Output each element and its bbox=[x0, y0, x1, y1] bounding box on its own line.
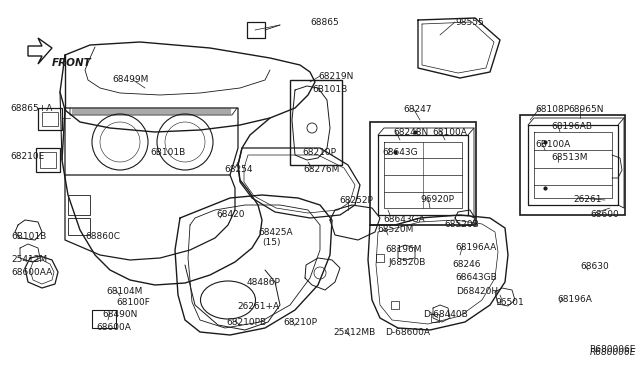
Text: 68210PB: 68210PB bbox=[226, 318, 266, 327]
Polygon shape bbox=[28, 38, 52, 64]
Text: 68254: 68254 bbox=[224, 165, 253, 174]
Text: 68965N: 68965N bbox=[568, 105, 604, 114]
Text: 68600AA: 68600AA bbox=[11, 268, 52, 277]
Text: J68520B: J68520B bbox=[388, 258, 426, 267]
Text: 68865: 68865 bbox=[310, 18, 339, 27]
Bar bbox=[520, 115, 625, 215]
Text: 6B101B: 6B101B bbox=[312, 85, 348, 94]
Text: 68196A: 68196A bbox=[557, 295, 592, 304]
Text: 68865+A: 68865+A bbox=[10, 104, 52, 113]
Text: 68425A: 68425A bbox=[258, 228, 292, 237]
Text: 68247: 68247 bbox=[403, 105, 431, 114]
Text: FRONT: FRONT bbox=[52, 58, 92, 68]
Bar bbox=[376, 254, 384, 262]
Text: 26261+A: 26261+A bbox=[237, 302, 279, 311]
Text: 68100F: 68100F bbox=[116, 298, 150, 307]
Text: 68643GA: 68643GA bbox=[383, 215, 425, 224]
Text: 68104M: 68104M bbox=[106, 287, 142, 296]
Bar bbox=[290, 80, 342, 165]
Bar bbox=[36, 148, 60, 172]
Text: 68643GB: 68643GB bbox=[455, 273, 497, 282]
Text: 68513M: 68513M bbox=[551, 153, 588, 162]
Bar bbox=[431, 314, 439, 322]
Text: 68520M: 68520M bbox=[377, 225, 413, 234]
Text: 68210P: 68210P bbox=[283, 318, 317, 327]
Text: 96920P: 96920P bbox=[420, 195, 454, 204]
Bar bbox=[68, 195, 90, 215]
Bar bbox=[42, 112, 58, 126]
Text: 68600A: 68600A bbox=[96, 323, 131, 332]
Text: 68210P: 68210P bbox=[302, 148, 336, 157]
Bar bbox=[40, 152, 56, 168]
Text: 68100A: 68100A bbox=[432, 128, 467, 137]
Text: D68420H: D68420H bbox=[456, 287, 498, 296]
Text: D-68600A: D-68600A bbox=[385, 328, 430, 337]
Text: 68643G: 68643G bbox=[382, 148, 418, 157]
Bar bbox=[92, 310, 116, 328]
Text: 25412M: 25412M bbox=[11, 255, 47, 264]
Text: R680006E: R680006E bbox=[589, 345, 636, 354]
Text: R680006E: R680006E bbox=[590, 348, 637, 357]
Text: 68276M: 68276M bbox=[303, 165, 339, 174]
Text: 68210E: 68210E bbox=[10, 152, 44, 161]
Text: 68248N: 68248N bbox=[393, 128, 428, 137]
Bar bbox=[370, 122, 476, 225]
Text: 68490N: 68490N bbox=[102, 310, 138, 319]
Text: (15): (15) bbox=[262, 238, 280, 247]
Text: 26261: 26261 bbox=[573, 195, 602, 204]
Text: 68499M: 68499M bbox=[112, 75, 148, 84]
Text: 68246: 68246 bbox=[452, 260, 481, 269]
Text: 68252P: 68252P bbox=[339, 196, 373, 205]
Text: 25412MB: 25412MB bbox=[333, 328, 375, 337]
Text: 68860C: 68860C bbox=[85, 232, 120, 241]
Text: 6B101B: 6B101B bbox=[150, 148, 185, 157]
Text: 98555: 98555 bbox=[455, 18, 484, 27]
Text: 68600: 68600 bbox=[590, 210, 619, 219]
Text: 68630: 68630 bbox=[580, 262, 609, 271]
Text: 68108P: 68108P bbox=[535, 105, 569, 114]
Bar bbox=[68, 218, 90, 235]
Text: 68196AA: 68196AA bbox=[455, 243, 496, 252]
Bar bbox=[247, 22, 265, 38]
Text: 6B101B: 6B101B bbox=[11, 232, 46, 241]
Text: 96501: 96501 bbox=[495, 298, 524, 307]
Bar bbox=[391, 301, 399, 309]
Text: 68196AB: 68196AB bbox=[551, 122, 592, 131]
Bar bbox=[38, 108, 62, 130]
Text: 68196M: 68196M bbox=[385, 245, 422, 254]
Text: 6B100A: 6B100A bbox=[535, 140, 570, 149]
Text: D-68440B: D-68440B bbox=[423, 310, 468, 319]
Text: 48486P: 48486P bbox=[247, 278, 281, 287]
Text: 68520B: 68520B bbox=[444, 220, 479, 229]
Text: 68219N: 68219N bbox=[318, 72, 353, 81]
Text: 68420: 68420 bbox=[216, 210, 244, 219]
